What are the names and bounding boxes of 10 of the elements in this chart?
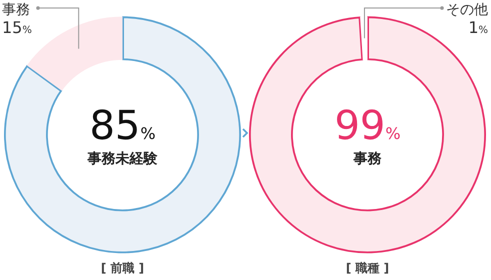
slice-label: 事務 <box>2 2 30 18</box>
slice-label: 事務 <box>352 150 382 167</box>
data-label: 1% <box>468 18 488 37</box>
slice-label: その他 <box>446 2 488 18</box>
data-label: 85% <box>89 102 156 149</box>
data-label: 15% <box>2 18 32 37</box>
slice-label: 事務未経験 <box>86 150 158 167</box>
text: [ 前職 ] <box>100 260 144 275</box>
data-label: 99% <box>334 102 401 149</box>
text: [ 職種 ] <box>346 260 390 275</box>
